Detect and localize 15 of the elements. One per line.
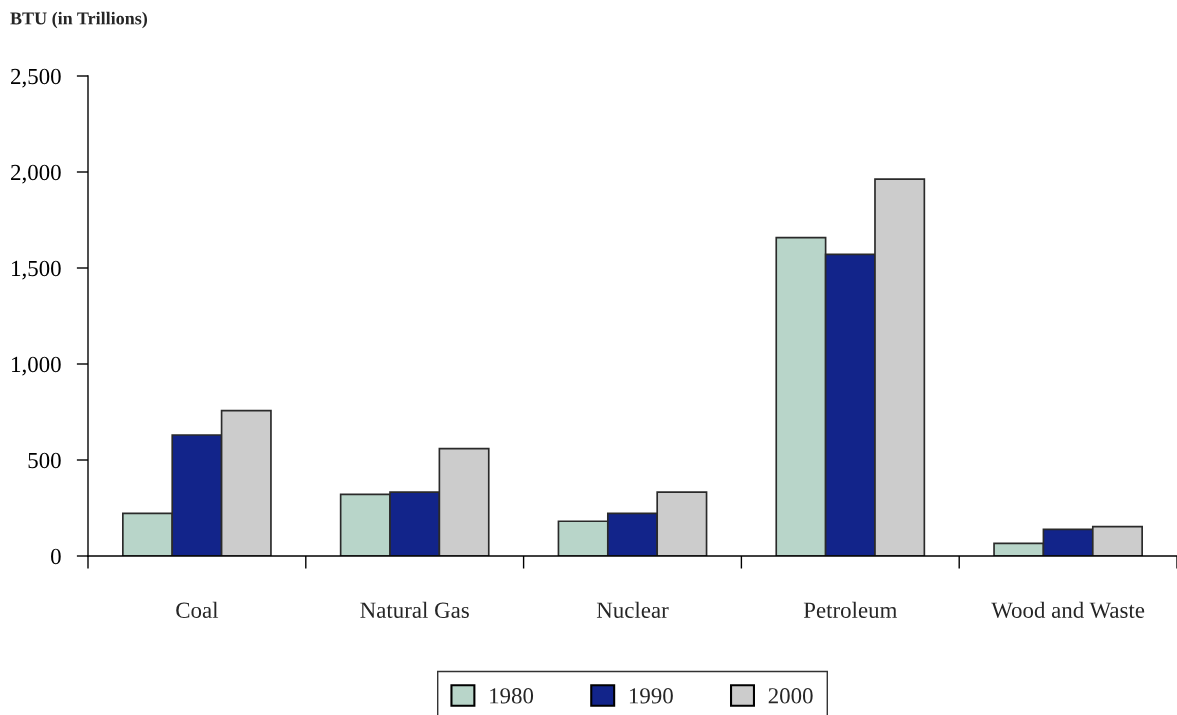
y-tick-label: 1,000: [12, 356, 61, 376]
legend-label: 2000: [768, 688, 813, 704]
x-tick-label: Natural Gas: [360, 601, 469, 618]
y-tick-label: 0: [51, 548, 61, 565]
y-axis-title: BTU (in Trillions): [10, 11, 148, 29]
x-tick-label: Coal: [176, 601, 219, 618]
legend-label: 1990: [629, 688, 673, 704]
y-tick-label: 2,500: [11, 68, 61, 88]
y-tick-label: 1,500: [12, 260, 61, 280]
x-tick-label: Petroleum: [803, 601, 898, 618]
y-tick-label: 500: [28, 452, 61, 469]
legend-label: 1980: [490, 688, 534, 704]
x-tick-label: Nuclear: [596, 601, 669, 618]
x-tick-label: Wood and Waste: [991, 601, 1145, 619]
y-tick-label: 2,000: [11, 164, 61, 184]
